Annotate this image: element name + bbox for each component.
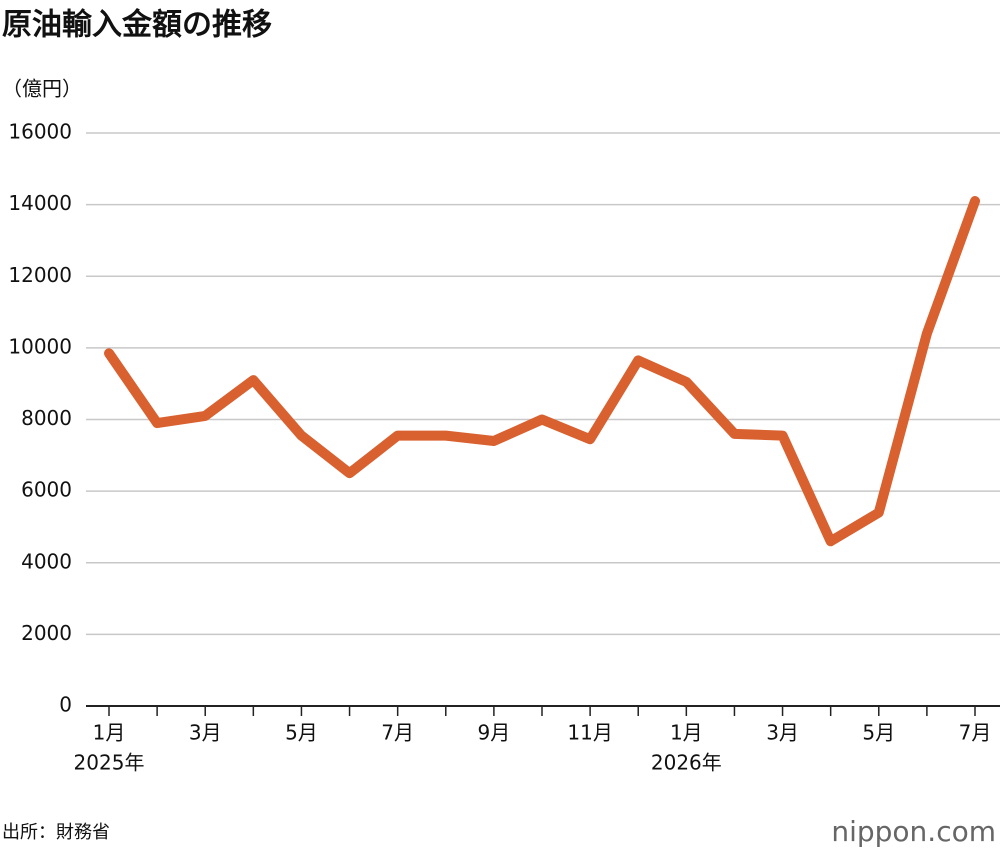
year-label: 2025年 <box>74 751 145 775</box>
y-tick-label: 16000 <box>8 120 72 144</box>
y-unit-label: （億円） <box>2 77 82 101</box>
x-tick-label: 7月 <box>959 721 992 745</box>
y-tick-label: 10000 <box>8 334 72 358</box>
x-tick-label: 5月 <box>285 721 318 745</box>
y-tick-label: 4000 <box>21 549 72 573</box>
x-tick-label: 5月 <box>862 721 895 745</box>
y-tick-label: 2000 <box>21 621 72 645</box>
x-tick-label: 1月 <box>670 721 703 745</box>
y-tick-label: 14000 <box>8 191 72 215</box>
x-tick-label: 3月 <box>766 721 799 745</box>
x-tick-label: 3月 <box>189 721 222 745</box>
x-tick-label: 7月 <box>381 721 414 745</box>
x-tick-label: 11月 <box>567 721 612 745</box>
y-tick-label: 0 <box>59 693 72 717</box>
data-line <box>104 196 980 547</box>
year-label: 2026年 <box>651 751 722 775</box>
chart-title: 原油輸入金額の推移 <box>2 8 272 43</box>
x-tick-label: 9月 <box>478 721 511 745</box>
x-tick-label: 1月 <box>93 721 126 745</box>
y-tick-label: 12000 <box>8 263 72 287</box>
y-tick-label: 8000 <box>21 406 72 430</box>
logo: nippon.com <box>831 815 996 848</box>
source: 出所：財務省 <box>2 822 110 843</box>
y-tick-label: 6000 <box>21 478 72 502</box>
